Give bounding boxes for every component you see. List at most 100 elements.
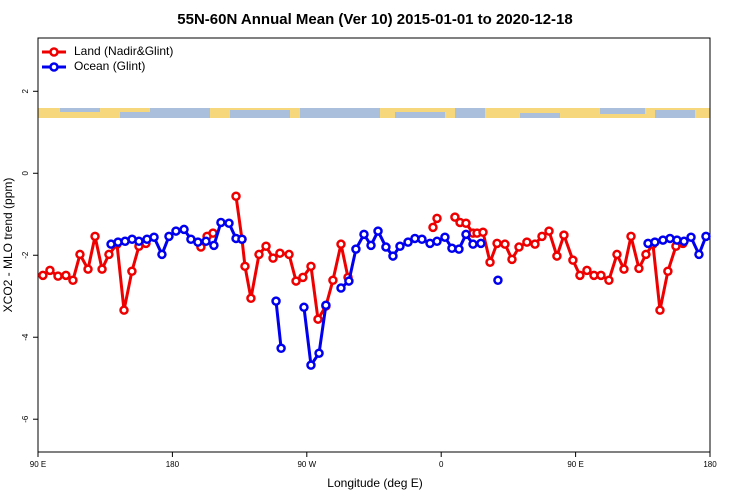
data-point: [388, 251, 398, 261]
data-point: [650, 237, 660, 247]
y-tick-label: 2: [21, 89, 30, 94]
data-point: [38, 270, 48, 281]
x-tick-label: 180: [166, 460, 180, 469]
data-point: [461, 218, 471, 229]
data-point: [468, 239, 478, 249]
data-point: [201, 236, 211, 247]
data-point: [530, 239, 540, 249]
legend-label: Ocean (Glint): [74, 59, 145, 73]
data-point: [417, 234, 427, 245]
data-point: [171, 226, 181, 236]
data-point: [432, 213, 442, 224]
data-point: [291, 276, 301, 286]
data-point: [522, 237, 532, 247]
data-point: [381, 242, 391, 252]
data-point: [231, 191, 241, 201]
data-point: [336, 283, 346, 293]
data-point: [492, 238, 502, 249]
y-tick-label: -6: [21, 415, 30, 423]
y-tick-label: -2: [21, 251, 30, 259]
data-point: [619, 264, 629, 274]
data-point: [679, 236, 689, 247]
data-point: [179, 224, 189, 235]
data-point: [552, 251, 562, 261]
data-point: [164, 231, 174, 242]
data-point: [328, 275, 338, 286]
data-point: [428, 222, 438, 233]
data-point: [575, 270, 585, 281]
data-point: [641, 249, 651, 260]
data-point: [403, 237, 413, 247]
data-point: [544, 226, 554, 236]
data-point: [485, 257, 495, 267]
data-point: [537, 231, 547, 242]
data-point: [275, 248, 285, 258]
data-point: [268, 253, 278, 263]
data-point: [612, 249, 622, 260]
data-point: [306, 360, 316, 370]
data-point: [127, 266, 137, 276]
data-point: [440, 232, 450, 242]
data-point: [461, 229, 471, 240]
y-tick-label: -4: [21, 333, 30, 341]
chart-title: 55N-60N Annual Mean (Ver 10) 2015-01-01 …: [177, 11, 572, 28]
data-point: [686, 232, 696, 242]
data-point: [75, 249, 85, 260]
data-point: [432, 236, 442, 247]
data-point: [336, 239, 346, 249]
data-point: [395, 241, 405, 251]
data-point: [454, 244, 464, 254]
data-point: [104, 249, 114, 260]
legend-marker: [49, 47, 59, 57]
data-point: [373, 226, 383, 236]
data-point: [694, 249, 704, 260]
plot-frame: [37, 37, 711, 453]
data-point: [514, 242, 524, 252]
data-point: [351, 244, 361, 254]
data-point: [68, 275, 78, 286]
data-point: [634, 263, 644, 274]
data-point: [209, 240, 219, 251]
series-line: [42, 196, 684, 324]
data-point: [284, 249, 294, 260]
data-point: [254, 249, 264, 260]
x-tick-label: 90 W: [297, 460, 316, 469]
data-point: [568, 255, 578, 265]
data-point: [344, 276, 354, 286]
data-point: [507, 254, 517, 265]
data-point: [53, 271, 63, 281]
data-point: [655, 305, 665, 315]
data-point: [149, 232, 159, 242]
data-point: [61, 270, 71, 281]
data-point: [478, 227, 488, 238]
data-point: [663, 266, 673, 276]
y-tick-label: 0: [21, 170, 30, 175]
data-point: [604, 275, 614, 286]
legend-marker: [49, 62, 59, 72]
land-mask-strip: [38, 108, 710, 118]
data-point: [45, 265, 55, 276]
data-point: [313, 314, 323, 324]
data-point: [626, 231, 636, 242]
data-point: [582, 265, 592, 276]
y-axis-label: XCO2 - MLO trend (ppm): [1, 178, 15, 313]
data-point: [276, 343, 286, 354]
data-point: [224, 218, 234, 229]
data-point: [271, 296, 281, 306]
data-point: [216, 217, 226, 228]
data-point: [450, 212, 460, 222]
data-point: [321, 300, 331, 311]
data-point: [246, 293, 256, 304]
data-point: [157, 249, 167, 260]
data-point: [299, 302, 309, 313]
data-point: [366, 240, 376, 251]
x-tick-label: 90 E: [30, 460, 46, 469]
data-point: [90, 231, 100, 242]
data-point: [97, 264, 107, 274]
data-point: [134, 236, 144, 247]
data-point: [500, 239, 510, 249]
data-point: [359, 229, 369, 240]
data-point: [119, 305, 129, 315]
data-point: [493, 275, 503, 286]
data-point: [476, 238, 486, 249]
